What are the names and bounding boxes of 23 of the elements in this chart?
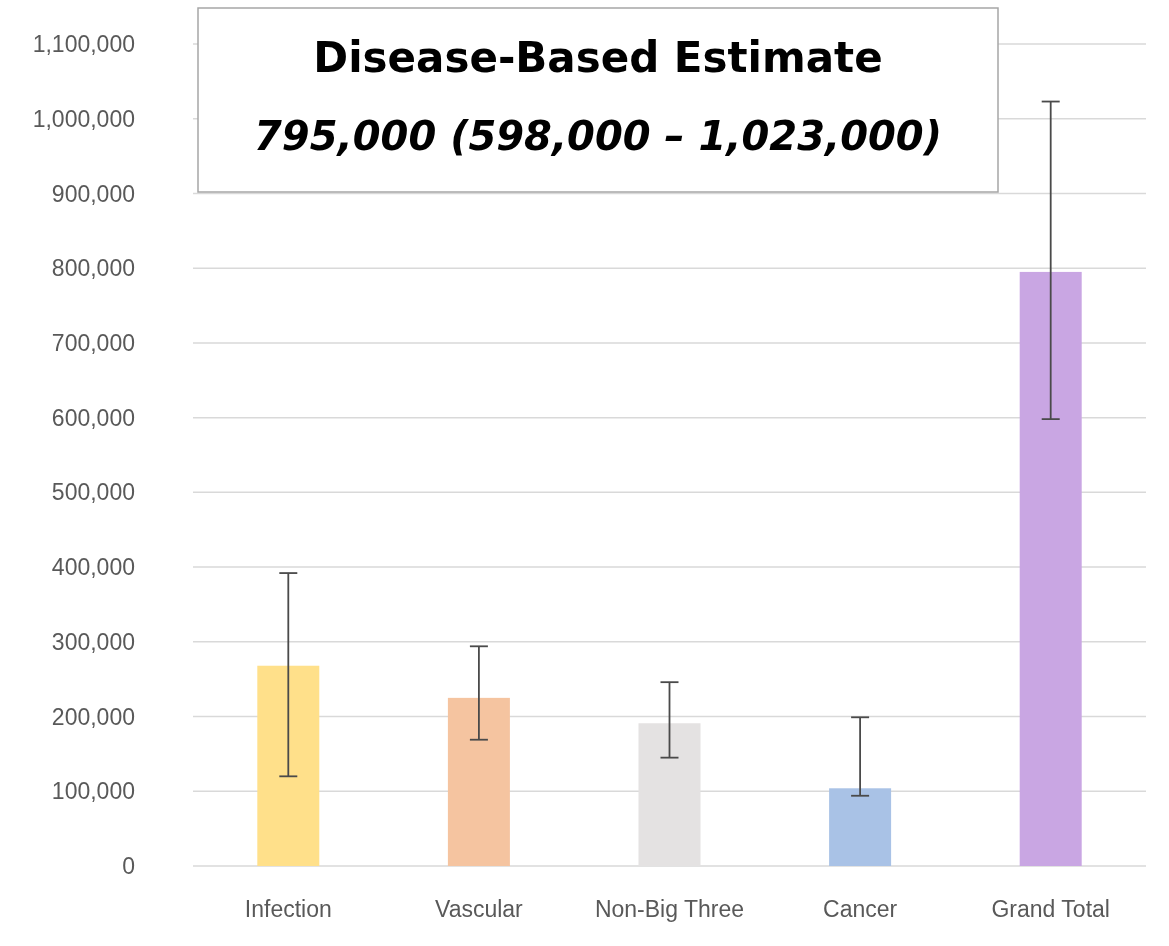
x-tick-label: Infection bbox=[244, 896, 332, 922]
y-tick-label: 500,000 bbox=[51, 479, 135, 506]
text: 795,000 (598,000 – 1,023,000) bbox=[254, 113, 942, 159]
y-tick-label: 800,000 bbox=[51, 255, 135, 282]
y-tick-label: 0 bbox=[122, 853, 135, 880]
y-tick-label: 100,000 bbox=[51, 778, 135, 805]
bar bbox=[447, 697, 510, 866]
x-tick-label: Grand Total bbox=[991, 896, 1110, 922]
y-tick-label: 600,000 bbox=[51, 404, 135, 431]
x-tick-label: Non-Big Three bbox=[594, 896, 745, 922]
bar bbox=[257, 665, 320, 866]
chart-title: Disease-Based Estimate bbox=[313, 33, 883, 82]
bar bbox=[829, 788, 892, 866]
y-tick-label: 1,000,000 bbox=[32, 105, 135, 132]
bar bbox=[1019, 271, 1082, 866]
y-tick-label: 300,000 bbox=[51, 628, 135, 655]
x-tick-label: Cancer bbox=[823, 896, 898, 922]
y-tick-label: 200,000 bbox=[51, 703, 135, 730]
x-tick-label: Vascular bbox=[435, 896, 524, 922]
y-tick-label: 400,000 bbox=[51, 554, 135, 581]
y-tick-label: 900,000 bbox=[51, 180, 135, 207]
y-tick-label: 700,000 bbox=[51, 329, 135, 356]
y-tick-label: 1,100,000 bbox=[32, 31, 135, 58]
